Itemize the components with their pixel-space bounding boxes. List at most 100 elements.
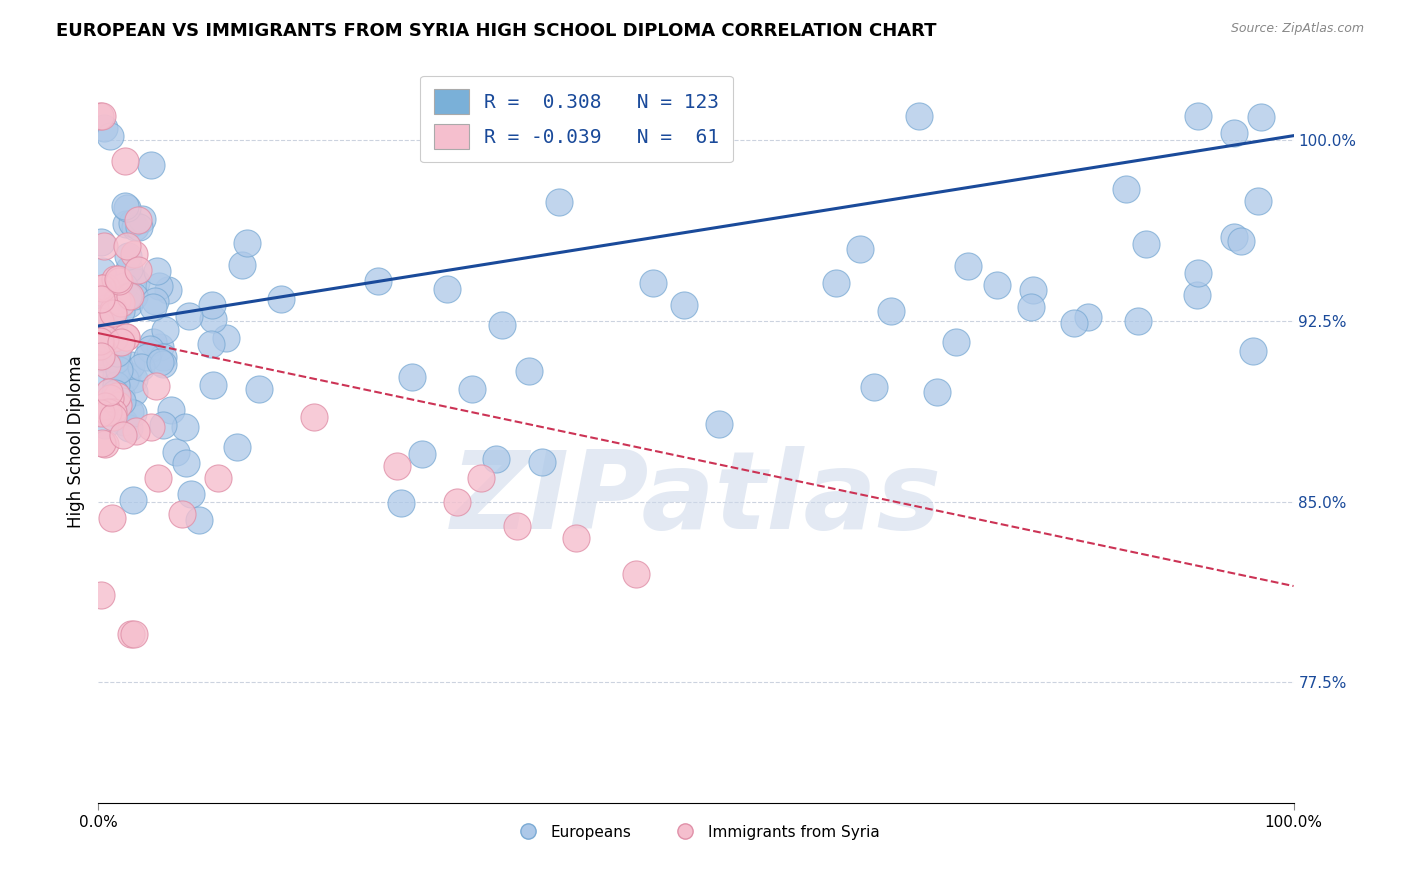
Point bbox=[115, 368, 138, 382]
Point bbox=[925, 385, 948, 400]
Point bbox=[506, 518, 529, 533]
Point bbox=[470, 470, 492, 484]
Point bbox=[94, 418, 117, 433]
Point bbox=[110, 296, 132, 310]
Point bbox=[956, 259, 979, 273]
Point bbox=[141, 158, 163, 172]
Point bbox=[104, 297, 127, 311]
Point bbox=[103, 316, 125, 330]
Point bbox=[115, 217, 138, 231]
Point bbox=[93, 239, 115, 253]
Point bbox=[201, 298, 224, 312]
Point bbox=[1241, 343, 1264, 358]
Point bbox=[880, 304, 903, 318]
Point bbox=[115, 330, 138, 344]
Point bbox=[149, 340, 172, 354]
Point bbox=[96, 359, 118, 373]
Point bbox=[90, 235, 112, 250]
Point bbox=[97, 405, 120, 419]
Point bbox=[1247, 194, 1270, 208]
Point bbox=[411, 448, 433, 462]
Point bbox=[125, 275, 148, 289]
Point bbox=[122, 406, 145, 420]
Point bbox=[110, 335, 132, 350]
Point bbox=[122, 246, 145, 260]
Point bbox=[1250, 110, 1272, 124]
Point bbox=[1135, 237, 1157, 252]
Point bbox=[1223, 126, 1246, 140]
Point bbox=[108, 359, 131, 374]
Point bbox=[1077, 310, 1099, 324]
Point bbox=[111, 428, 134, 442]
Point bbox=[112, 415, 135, 429]
Point bbox=[101, 303, 124, 318]
Point bbox=[149, 355, 172, 369]
Point bbox=[1187, 288, 1209, 302]
Point bbox=[93, 332, 115, 346]
Point bbox=[152, 418, 174, 433]
Point bbox=[120, 405, 142, 419]
Point bbox=[1019, 300, 1042, 314]
Point bbox=[100, 288, 122, 302]
Point bbox=[89, 285, 111, 299]
Point bbox=[626, 566, 648, 581]
Point bbox=[135, 350, 157, 364]
Point bbox=[1187, 266, 1209, 280]
Point bbox=[401, 369, 423, 384]
Point bbox=[111, 394, 134, 409]
Point bbox=[367, 274, 389, 288]
Point bbox=[91, 334, 114, 349]
Point bbox=[247, 382, 270, 396]
Point bbox=[138, 342, 160, 356]
Point bbox=[202, 377, 225, 392]
Point bbox=[145, 379, 167, 393]
Point bbox=[1128, 314, 1150, 328]
Point bbox=[118, 421, 141, 435]
Point bbox=[124, 627, 146, 641]
Point bbox=[90, 349, 112, 363]
Point bbox=[1063, 316, 1085, 330]
Point bbox=[93, 437, 115, 451]
Point bbox=[389, 495, 412, 509]
Point bbox=[105, 389, 128, 403]
Point bbox=[107, 398, 129, 412]
Point bbox=[1187, 109, 1209, 123]
Point bbox=[89, 338, 111, 352]
Point bbox=[90, 588, 112, 602]
Point bbox=[117, 201, 139, 215]
Point bbox=[105, 346, 128, 360]
Point bbox=[91, 436, 114, 450]
Point bbox=[491, 318, 513, 332]
Point bbox=[104, 272, 127, 286]
Point bbox=[125, 424, 148, 438]
Y-axis label: High School Diploma: High School Diploma bbox=[66, 355, 84, 528]
Point bbox=[673, 298, 696, 312]
Point bbox=[226, 440, 249, 454]
Point bbox=[90, 292, 112, 306]
Point bbox=[104, 386, 127, 401]
Point bbox=[120, 289, 142, 303]
Point bbox=[148, 278, 170, 293]
Point bbox=[89, 318, 111, 332]
Point bbox=[1223, 229, 1246, 244]
Point bbox=[231, 258, 253, 272]
Point bbox=[565, 531, 588, 545]
Point bbox=[548, 195, 571, 210]
Point bbox=[94, 301, 117, 316]
Point bbox=[103, 405, 125, 419]
Point bbox=[907, 109, 929, 123]
Point bbox=[90, 281, 112, 295]
Point bbox=[90, 405, 112, 419]
Point bbox=[121, 216, 143, 230]
Point bbox=[121, 271, 143, 285]
Point bbox=[1115, 182, 1137, 196]
Point bbox=[127, 212, 149, 227]
Point bbox=[115, 330, 138, 344]
Point bbox=[145, 294, 167, 309]
Point bbox=[89, 404, 111, 418]
Point bbox=[122, 384, 145, 399]
Point bbox=[117, 248, 139, 262]
Point bbox=[112, 279, 135, 293]
Point bbox=[124, 219, 146, 234]
Point bbox=[118, 297, 141, 311]
